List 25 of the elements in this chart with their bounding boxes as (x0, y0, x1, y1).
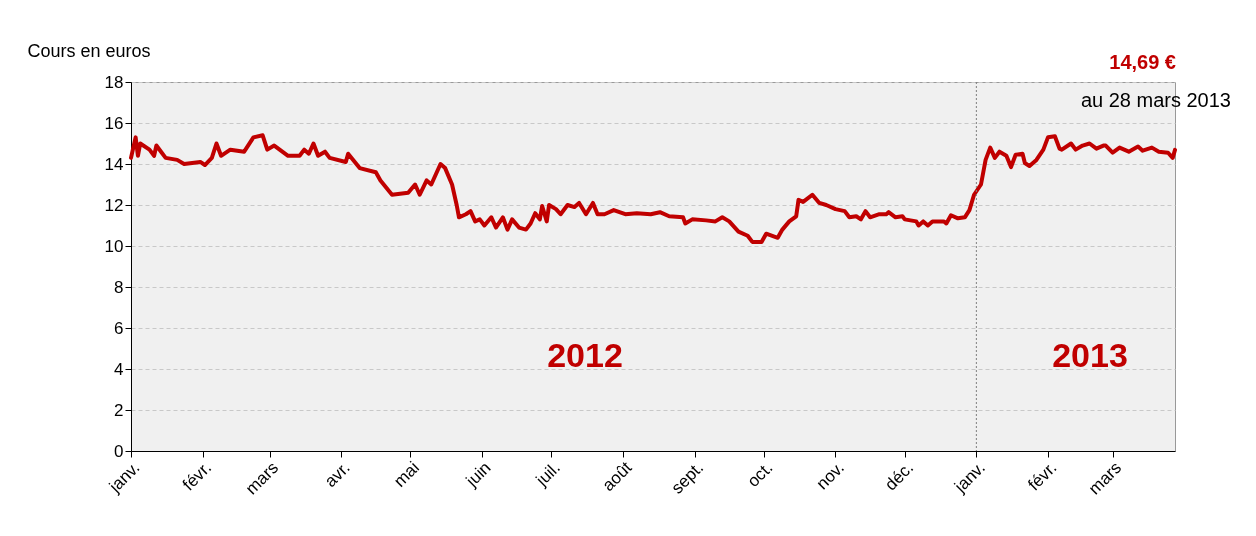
line-series (129, 133, 1177, 244)
x-tick-label: juil. (531, 458, 564, 491)
x-tick-label: oct. (743, 458, 777, 491)
annotation: 2013 (1052, 336, 1128, 374)
y-tick-label: 14 (104, 154, 124, 174)
annotation: 2012 (547, 336, 623, 374)
text: 14,69 € (1109, 51, 1176, 73)
y-tick-label: 0 (114, 441, 124, 461)
y-tick-label: 10 (104, 236, 124, 256)
y-axis-title: Cours en euros (27, 40, 151, 61)
annotation: au 28 mars 2013 (1080, 89, 1231, 111)
x-tick-label: avr. (320, 458, 354, 491)
x-tick-label: févr. (1024, 458, 1061, 495)
y-tick-label: 4 (114, 359, 124, 379)
x-tick-label: févr. (178, 458, 216, 495)
x-tick-label: juin (461, 458, 495, 491)
y-tick-label: 16 (104, 113, 124, 133)
x-tick-label: mai (390, 458, 423, 491)
y-tick-label: 6 (114, 318, 124, 338)
x-tick-label: nov. (812, 458, 848, 494)
y-tick-label: 8 (114, 277, 124, 297)
x-tick-label: déc. (881, 458, 918, 495)
y-tick-label: 18 (104, 72, 124, 92)
y-tick-label: 2 (114, 400, 124, 420)
y-tick-label: 12 (104, 195, 124, 215)
